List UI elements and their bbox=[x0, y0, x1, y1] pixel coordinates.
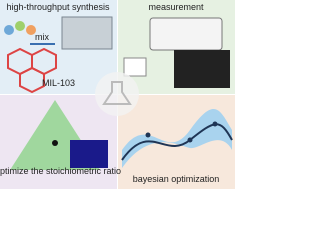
caption: optimize the stoichiometric ratio bbox=[0, 166, 121, 176]
spectrum-icon bbox=[123, 57, 147, 77]
mean-curve bbox=[121, 123, 233, 161]
precursor-bottles bbox=[4, 21, 36, 35]
caption: bayesian optimization bbox=[133, 174, 220, 184]
vial-tray-photo bbox=[61, 16, 113, 50]
observations bbox=[145, 121, 218, 143]
center-icon bbox=[95, 72, 139, 116]
uncertainty-band bbox=[122, 109, 232, 168]
point bbox=[52, 140, 58, 146]
panel-title: high-throughput synthesis bbox=[6, 2, 110, 12]
label-mix: mix bbox=[35, 32, 49, 42]
label-mof: MIL-103 bbox=[42, 78, 75, 88]
instrument-photo bbox=[149, 17, 223, 51]
flask-icon bbox=[102, 81, 132, 105]
emission-photo bbox=[70, 140, 108, 168]
mof-structure bbox=[7, 47, 57, 94]
graphical-abstract: high-throughput synthesis mix MIL-103 me… bbox=[0, 0, 235, 189]
panel-title: measurement bbox=[148, 2, 204, 12]
plate-photo bbox=[174, 50, 230, 88]
